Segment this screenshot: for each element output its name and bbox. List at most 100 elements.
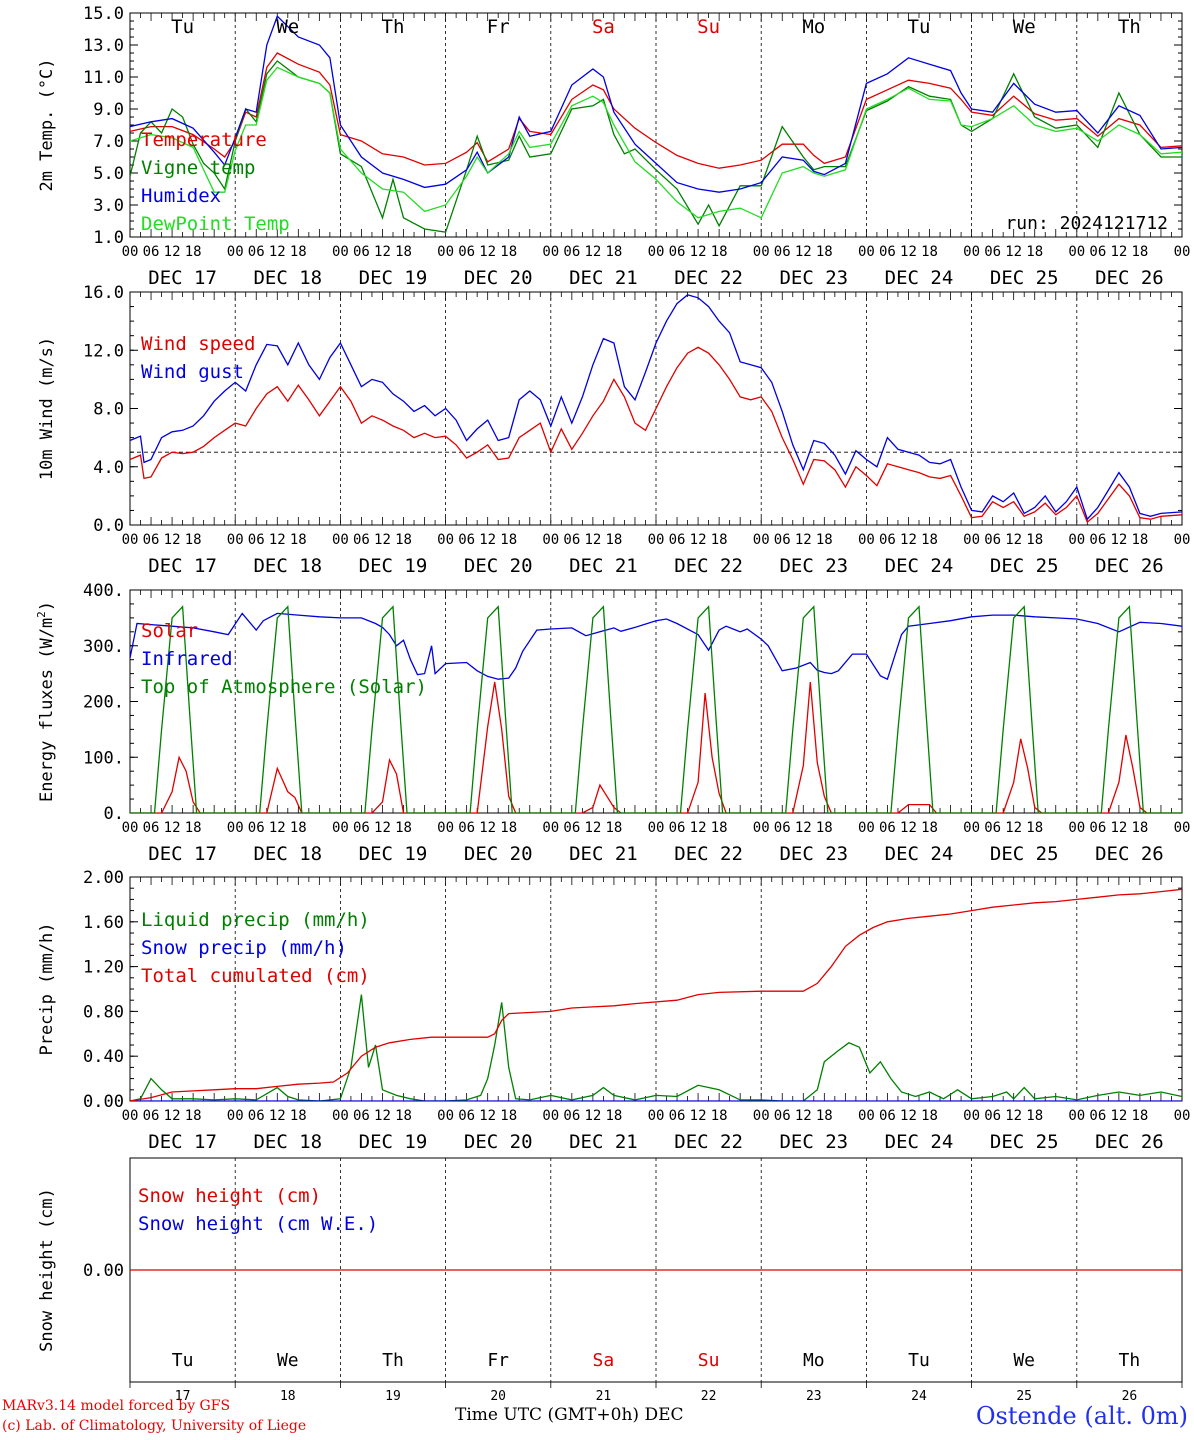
time-axis-label: Time UTC (GMT+0h) DEC xyxy=(455,1405,684,1425)
date-label: DEC 19 xyxy=(359,555,428,577)
hour-label: 12 xyxy=(900,532,917,548)
hour-label: 00 xyxy=(542,532,559,548)
legend-entry: Snow height (cm) xyxy=(138,1185,321,1207)
series-line-top-of-atmosphere-solar- xyxy=(130,605,1182,813)
date-label: DEC 20 xyxy=(464,555,533,577)
day-number-label: 21 xyxy=(596,1389,612,1404)
hour-label: 00 xyxy=(963,820,980,836)
series-line-temperature xyxy=(130,52,1182,169)
date-label: DEC 17 xyxy=(148,843,217,865)
hour-label: 18 xyxy=(921,820,938,836)
hour-label: 12 xyxy=(164,532,181,548)
y-axis-title-close: ) xyxy=(37,601,57,611)
y-tick-label: 0.00 xyxy=(83,1261,124,1281)
hour-label: 12 xyxy=(269,820,286,836)
hour-label: 18 xyxy=(290,1108,307,1124)
hour-label: 18 xyxy=(1131,820,1148,836)
series-line-solar xyxy=(130,681,1182,813)
hour-label: 18 xyxy=(500,532,517,548)
hour-label: 18 xyxy=(921,1108,938,1124)
credit-line-2: (c) Lab. of Climatology, University of L… xyxy=(2,1418,307,1434)
hour-label: 18 xyxy=(711,1108,728,1124)
date-label: DEC 17 xyxy=(148,1131,217,1153)
y-tick-label: 8.0 xyxy=(93,400,124,420)
run-label: run: 2024121712 xyxy=(1005,213,1168,234)
panel-1: 1.0 3.0 5.0 7.0 9.0 11.0 13.0 15.0 2m Temp. (°C)… xyxy=(37,4,1190,289)
hour-label: 18 xyxy=(816,820,833,836)
date-label: DEC 25 xyxy=(990,1131,1059,1153)
day-of-week-label: Th xyxy=(1119,1350,1141,1371)
hour-label: 06 xyxy=(669,820,686,836)
hour-label: 00 xyxy=(437,532,454,548)
y-tick-label: 7.0 xyxy=(93,132,124,152)
y-tick-label: 3.0 xyxy=(93,196,124,216)
hour-label: 12 xyxy=(374,244,391,260)
hour-label: 06 xyxy=(143,1108,160,1124)
hour-label: 06 xyxy=(353,820,370,836)
hour-label: 06 xyxy=(984,820,1001,836)
hour-label: 00 xyxy=(1068,244,1085,260)
hour-label: 00 xyxy=(753,820,770,836)
panel-3: 0. 100. 200. 300. 400. Energy fluxes (W/m2) So… xyxy=(35,581,1190,865)
date-label: DEC 19 xyxy=(359,267,428,289)
date-label: DEC 23 xyxy=(779,1131,848,1153)
hour-label: 06 xyxy=(248,1108,265,1124)
hour-label: 18 xyxy=(500,244,517,260)
hour-label: 00 xyxy=(963,244,980,260)
hour-label: 12 xyxy=(584,532,601,548)
hour-label: 18 xyxy=(816,532,833,548)
hour-label: 12 xyxy=(1005,1108,1022,1124)
hour-label: 00 xyxy=(542,244,559,260)
hour-label: 00 xyxy=(963,1108,980,1124)
hour-label: 18 xyxy=(395,1108,412,1124)
hour-label: 12 xyxy=(690,1108,707,1124)
y-tick-label: 15.0 xyxy=(83,4,124,24)
hour-label: 18 xyxy=(290,244,307,260)
hour-label: 12 xyxy=(690,244,707,260)
day-of-week-label: Sa xyxy=(593,1350,615,1371)
hour-label: 06 xyxy=(563,1108,580,1124)
plot-frame xyxy=(129,12,1183,238)
date-label: DEC 22 xyxy=(674,555,743,577)
day-number-label: 26 xyxy=(1122,1389,1138,1404)
date-label: DEC 18 xyxy=(253,843,322,865)
hour-label: 00 xyxy=(542,1108,559,1124)
hour-label: 00 xyxy=(437,820,454,836)
hour-label: 18 xyxy=(500,820,517,836)
hour-label: 06 xyxy=(774,820,791,836)
series-line-total-cumulated-cm- xyxy=(130,888,1182,1101)
hour-label: 18 xyxy=(921,532,938,548)
hour-label: 18 xyxy=(185,1108,202,1124)
day-number-label: 17 xyxy=(175,1389,191,1404)
hour-label: 12 xyxy=(374,1108,391,1124)
credit-line-1: MARv3.14 model forced by GFS xyxy=(2,1398,231,1414)
date-label: DEC 23 xyxy=(779,555,848,577)
hour-label: 12 xyxy=(795,244,812,260)
hour-label: 00 xyxy=(227,1108,244,1124)
hour-label: 06 xyxy=(353,244,370,260)
day-of-week-label: Su xyxy=(697,16,720,38)
date-label: DEC 22 xyxy=(674,1131,743,1153)
hour-label: 12 xyxy=(479,532,496,548)
date-label: DEC 25 xyxy=(990,555,1059,577)
hour-label: 00 xyxy=(542,820,559,836)
day-of-week-label: Mo xyxy=(803,1350,825,1371)
date-label: DEC 26 xyxy=(1095,555,1164,577)
y-tick-label: 16.0 xyxy=(83,283,124,303)
hour-label: 18 xyxy=(1131,244,1148,260)
y-tick-label: 100. xyxy=(83,748,124,768)
hour-label: 06 xyxy=(669,1108,686,1124)
day-of-week-label: Fr xyxy=(487,1350,509,1371)
hour-label: 06 xyxy=(353,532,370,548)
series-line-wind-gust xyxy=(130,294,1182,521)
date-label: DEC 22 xyxy=(674,267,743,289)
hour-label: 18 xyxy=(1026,1108,1043,1124)
hour-label: 00 xyxy=(753,1108,770,1124)
day-of-week-label: We xyxy=(1013,16,1036,38)
date-label: DEC 20 xyxy=(464,843,533,865)
hour-label: 18 xyxy=(711,532,728,548)
hour-label: 00 xyxy=(648,1108,665,1124)
hour-label: 00 xyxy=(1174,820,1191,836)
hour-label: 06 xyxy=(879,244,896,260)
